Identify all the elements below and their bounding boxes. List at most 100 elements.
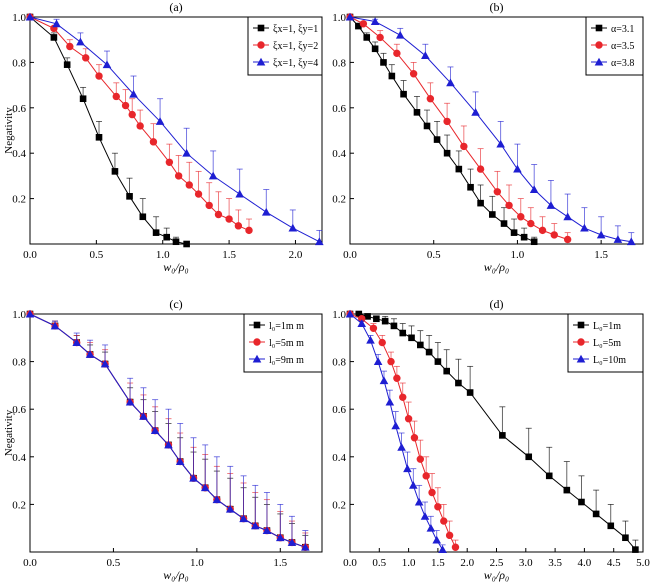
series-line: [349, 16, 568, 240]
data-point: [471, 108, 480, 116]
y-tick-label: 0.2: [332, 499, 346, 511]
data-point: [493, 188, 502, 196]
data-point: [369, 324, 378, 332]
y-tick-label: 0.2: [332, 194, 346, 206]
legend-entry: α=3.8: [611, 58, 634, 69]
data-point: [403, 464, 412, 473]
legend-marker-circle: [577, 338, 585, 346]
x-tick-label: 1.5: [594, 249, 608, 261]
data-point: [214, 210, 223, 219]
data-point: [165, 158, 174, 166]
data-point: [489, 211, 496, 218]
y-tick-label: 0.8: [12, 357, 26, 369]
x-tick-label: 0.5: [427, 249, 441, 261]
y-tick-label: 0.2: [12, 499, 26, 511]
x-tick-label: 3.0: [519, 557, 533, 569]
data-point: [434, 358, 442, 365]
legend-marker-circle: [595, 41, 603, 49]
chart-panel-a: (a)0.0 0.5 1.0 1.5 2.00.20.40.60.81.0w₀/ρ₀Ne…: [3, 0, 324, 274]
data-point: [408, 334, 415, 342]
data-point: [413, 109, 421, 116]
panel-label: (b): [490, 0, 504, 14]
data-point: [373, 357, 383, 366]
data-point: [25, 309, 35, 318]
chart-panel-b: (b)0.0 0.5 1.0 1.50.20.40.60.81.0w₀/ρ₀α=3.1…: [332, 0, 644, 274]
data-point: [426, 95, 435, 103]
x-axis-label: w₀/ρ₀: [484, 568, 509, 582]
data-point: [112, 92, 120, 101]
data-point: [225, 215, 233, 223]
data-point: [315, 237, 324, 246]
legend-marker-square: [257, 24, 265, 32]
data-point: [288, 223, 298, 232]
plot-frame: [349, 16, 644, 245]
data-point: [63, 61, 71, 68]
data-point: [443, 149, 451, 157]
data-point: [563, 235, 572, 244]
data-point: [373, 315, 380, 323]
data-point: [513, 164, 522, 173]
data-point: [136, 122, 144, 130]
data-point: [409, 70, 418, 78]
data-point: [467, 183, 474, 191]
x-tick-label: 0.5: [107, 557, 121, 569]
legend-entry: L₀=10m: [593, 355, 626, 366]
data-point: [395, 30, 405, 39]
data-point: [538, 226, 547, 235]
y-tick-label: 1.0: [12, 309, 26, 321]
y-tick-label: 0.4: [12, 148, 26, 160]
data-point: [182, 148, 191, 157]
data-point: [496, 139, 505, 148]
data-point: [477, 199, 484, 207]
data-point: [438, 545, 447, 554]
x-tick-label: 1.5: [273, 557, 287, 569]
data-point: [445, 531, 454, 540]
data-point: [355, 310, 363, 318]
x-tick-label: 1.0: [190, 557, 204, 569]
data-point: [149, 138, 158, 146]
x-axis-label: w₀/ρ₀: [484, 260, 509, 274]
series-line: [29, 16, 320, 243]
data-point: [399, 393, 407, 401]
legend-marker-triangle: [252, 354, 262, 363]
data-point: [189, 473, 198, 482]
data-point: [175, 457, 185, 465]
data-point: [517, 213, 525, 221]
data-point: [476, 165, 485, 173]
data-point: [592, 510, 600, 518]
x-tick-label: 0.0: [343, 249, 357, 261]
panel-label: (a): [169, 0, 182, 14]
data-point: [380, 59, 387, 66]
x-tick-label: 5.0: [636, 557, 650, 569]
x-tick-label: 2.0: [460, 557, 474, 569]
data-point: [345, 309, 355, 318]
data-point: [150, 426, 160, 435]
data-point: [50, 321, 60, 330]
data-point: [126, 193, 133, 200]
y-tick-label: 0.6: [332, 404, 346, 416]
series-square: [346, 13, 538, 246]
data-point: [580, 223, 589, 232]
data-point: [423, 122, 431, 130]
data-point: [563, 212, 572, 221]
data-point: [529, 185, 539, 193]
y-tick-label: 1.0: [332, 309, 346, 321]
y-axis-label: Negativity: [3, 409, 15, 456]
data-point: [391, 421, 401, 430]
panel-label: (d): [490, 297, 504, 311]
data-point: [596, 230, 606, 239]
data-point: [76, 37, 85, 46]
data-point: [622, 534, 629, 542]
data-point: [632, 546, 639, 553]
data-point: [225, 504, 235, 513]
data-point: [25, 12, 35, 21]
data-point: [262, 526, 272, 535]
chart-panel-c: (c)0.0 0.5 1.0 1.50.20.40.60.81.0w₀/ρ₀Negat…: [3, 297, 323, 582]
data-point: [111, 168, 119, 175]
data-point: [345, 12, 355, 21]
x-tick-label: 1.5: [222, 249, 236, 261]
data-point: [455, 379, 462, 387]
data-point: [428, 488, 436, 497]
data-point: [66, 42, 74, 51]
y-tick-label: 0.6: [12, 404, 26, 416]
